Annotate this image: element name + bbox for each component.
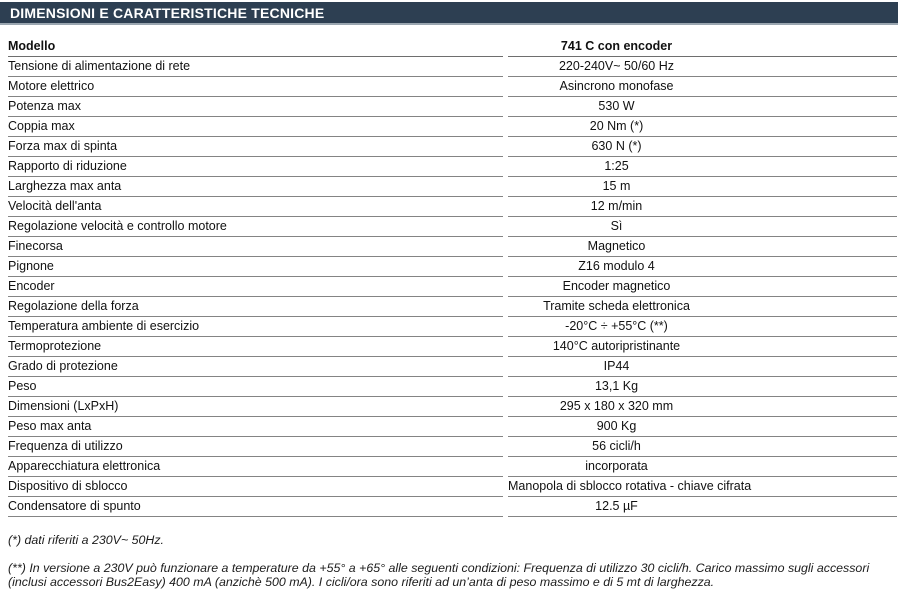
spec-value: IP44 [508, 357, 897, 377]
spec-label: Peso [8, 377, 503, 397]
table-row: Temperatura ambiente di esercizio -20°C ÷… [8, 317, 897, 337]
table-row: Peso max anta 900 Kg [8, 417, 897, 437]
table-row: Finecorsa Magnetico [8, 237, 897, 257]
spec-label: Rapporto di riduzione [8, 157, 503, 177]
spec-value: Encoder magnetico [508, 277, 897, 297]
table-row: Forza max di spinta 630 N (*) [8, 137, 897, 157]
spec-table: Modello 741 C con encoder Tensione di al… [8, 37, 897, 517]
spec-label: Regolazione velocità e controllo motore [8, 217, 503, 237]
spec-label: Finecorsa [8, 237, 503, 257]
spec-label: Grado di protezione [8, 357, 503, 377]
spec-label: Regolazione della forza [8, 297, 503, 317]
table-row: Termoprotezione 140°C autoripristinante [8, 337, 897, 357]
section-title: DIMENSIONI E CARATTERISTICHE TECNICHE [10, 4, 325, 21]
table-row: Apparecchiatura elettronica incorporata [8, 457, 897, 477]
spec-value: 12 m/min [508, 197, 897, 217]
table-row: Condensatore di spunto 12.5 µF [8, 497, 897, 517]
table-row: Regolazione della forza Tramite scheda el… [8, 297, 897, 317]
table-row: Grado di protezione IP44 [8, 357, 897, 377]
table-row: Dimensioni (LxPxH) 295 x 180 x 320 mm [8, 397, 897, 417]
spec-label: Dimensioni (LxPxH) [8, 397, 503, 417]
table-row: Velocità dell'anta 12 m/min [8, 197, 897, 217]
spec-label: Pignone [8, 257, 503, 277]
table-row: Pignone Z16 modulo 4 [8, 257, 897, 277]
spec-label: Dispositivo di sblocco [8, 477, 503, 497]
spec-value: Sì [508, 217, 897, 237]
spec-value: 1:25 [508, 157, 897, 177]
spec-value: Manopola di sblocco rotativa - chiave ci… [508, 477, 897, 497]
spec-label: Apparecchiatura elettronica [8, 457, 503, 477]
model-column-header: Modello [8, 37, 503, 57]
spec-label: Coppia max [8, 117, 503, 137]
spec-value: 900 Kg [508, 417, 897, 437]
spec-label: Velocità dell'anta [8, 197, 503, 217]
table-row: Coppia max 20 Nm (*) [8, 117, 897, 137]
table-row: Larghezza max anta 15 m [8, 177, 897, 197]
table-body: Tensione di alimentazione di rete 220-240… [8, 57, 897, 517]
spec-label: Potenza max [8, 97, 503, 117]
table-row: Motore elettrico Asincrono monofase [8, 77, 897, 97]
spec-value: 630 N (*) [508, 137, 897, 157]
spec-value: Z16 modulo 4 [508, 257, 897, 277]
spec-value: 56 cicli/h [508, 437, 897, 457]
spec-label: Motore elettrico [8, 77, 503, 97]
table-row: Rapporto di riduzione 1:25 [8, 157, 897, 177]
spec-label: Encoder [8, 277, 503, 297]
spec-value: incorporata [508, 457, 897, 477]
spec-value: 13,1 Kg [508, 377, 897, 397]
spec-value: 20 Nm (*) [508, 117, 897, 137]
section-title-bar: DIMENSIONI E CARATTERISTICHE TECNICHE [0, 2, 898, 25]
spec-value: 12.5 µF [508, 497, 897, 517]
spec-value: 140°C autoripristinante [508, 337, 897, 357]
table-row: Tensione di alimentazione di rete 220-240… [8, 57, 897, 77]
model-value-header: 741 C con encoder [508, 37, 897, 57]
spec-value: Tramite scheda elettronica [508, 297, 897, 317]
spec-label: Frequenza di utilizzo [8, 437, 503, 457]
table-row: Encoder Encoder magnetico [8, 277, 897, 297]
table-row: Potenza max 530 W [8, 97, 897, 117]
table-row: Frequenza di utilizzo 56 cicli/h [8, 437, 897, 457]
table-row: Regolazione velocità e controllo motore S… [8, 217, 897, 237]
spec-value: -20°C ÷ +55°C (**) [508, 317, 897, 337]
spec-label: Termoprotezione [8, 337, 503, 357]
spec-label: Peso max anta [8, 417, 503, 437]
spec-value: Asincrono monofase [508, 77, 897, 97]
spec-label: Temperatura ambiente di esercizio [8, 317, 503, 337]
spec-value: 295 x 180 x 320 mm [508, 397, 897, 417]
spec-label: Condensatore di spunto [8, 497, 503, 517]
spec-label: Larghezza max anta [8, 177, 503, 197]
spec-label: Forza max di spinta [8, 137, 503, 157]
table-header-row: Modello 741 C con encoder [8, 37, 897, 57]
spec-label: Tensione di alimentazione di rete [8, 57, 503, 77]
spec-value: Magnetico [508, 237, 897, 257]
table-row: Peso 13,1 Kg [8, 377, 897, 397]
spec-value: 530 W [508, 97, 897, 117]
footnote-asterisk: (*) dati riferiti a 230V~ 50Hz. [8, 533, 164, 547]
footnote-double-asterisk: (**) In versione a 230V può funzionare a… [8, 560, 870, 590]
spec-value: 15 m [508, 177, 897, 197]
table-row: Dispositivo di sblocco Manopola di sblocc… [8, 477, 897, 497]
footnotes: (*) dati riferiti a 230V~ 50Hz. (**) In … [8, 533, 892, 590]
spec-value: 220-240V~ 50/60 Hz [508, 57, 897, 77]
